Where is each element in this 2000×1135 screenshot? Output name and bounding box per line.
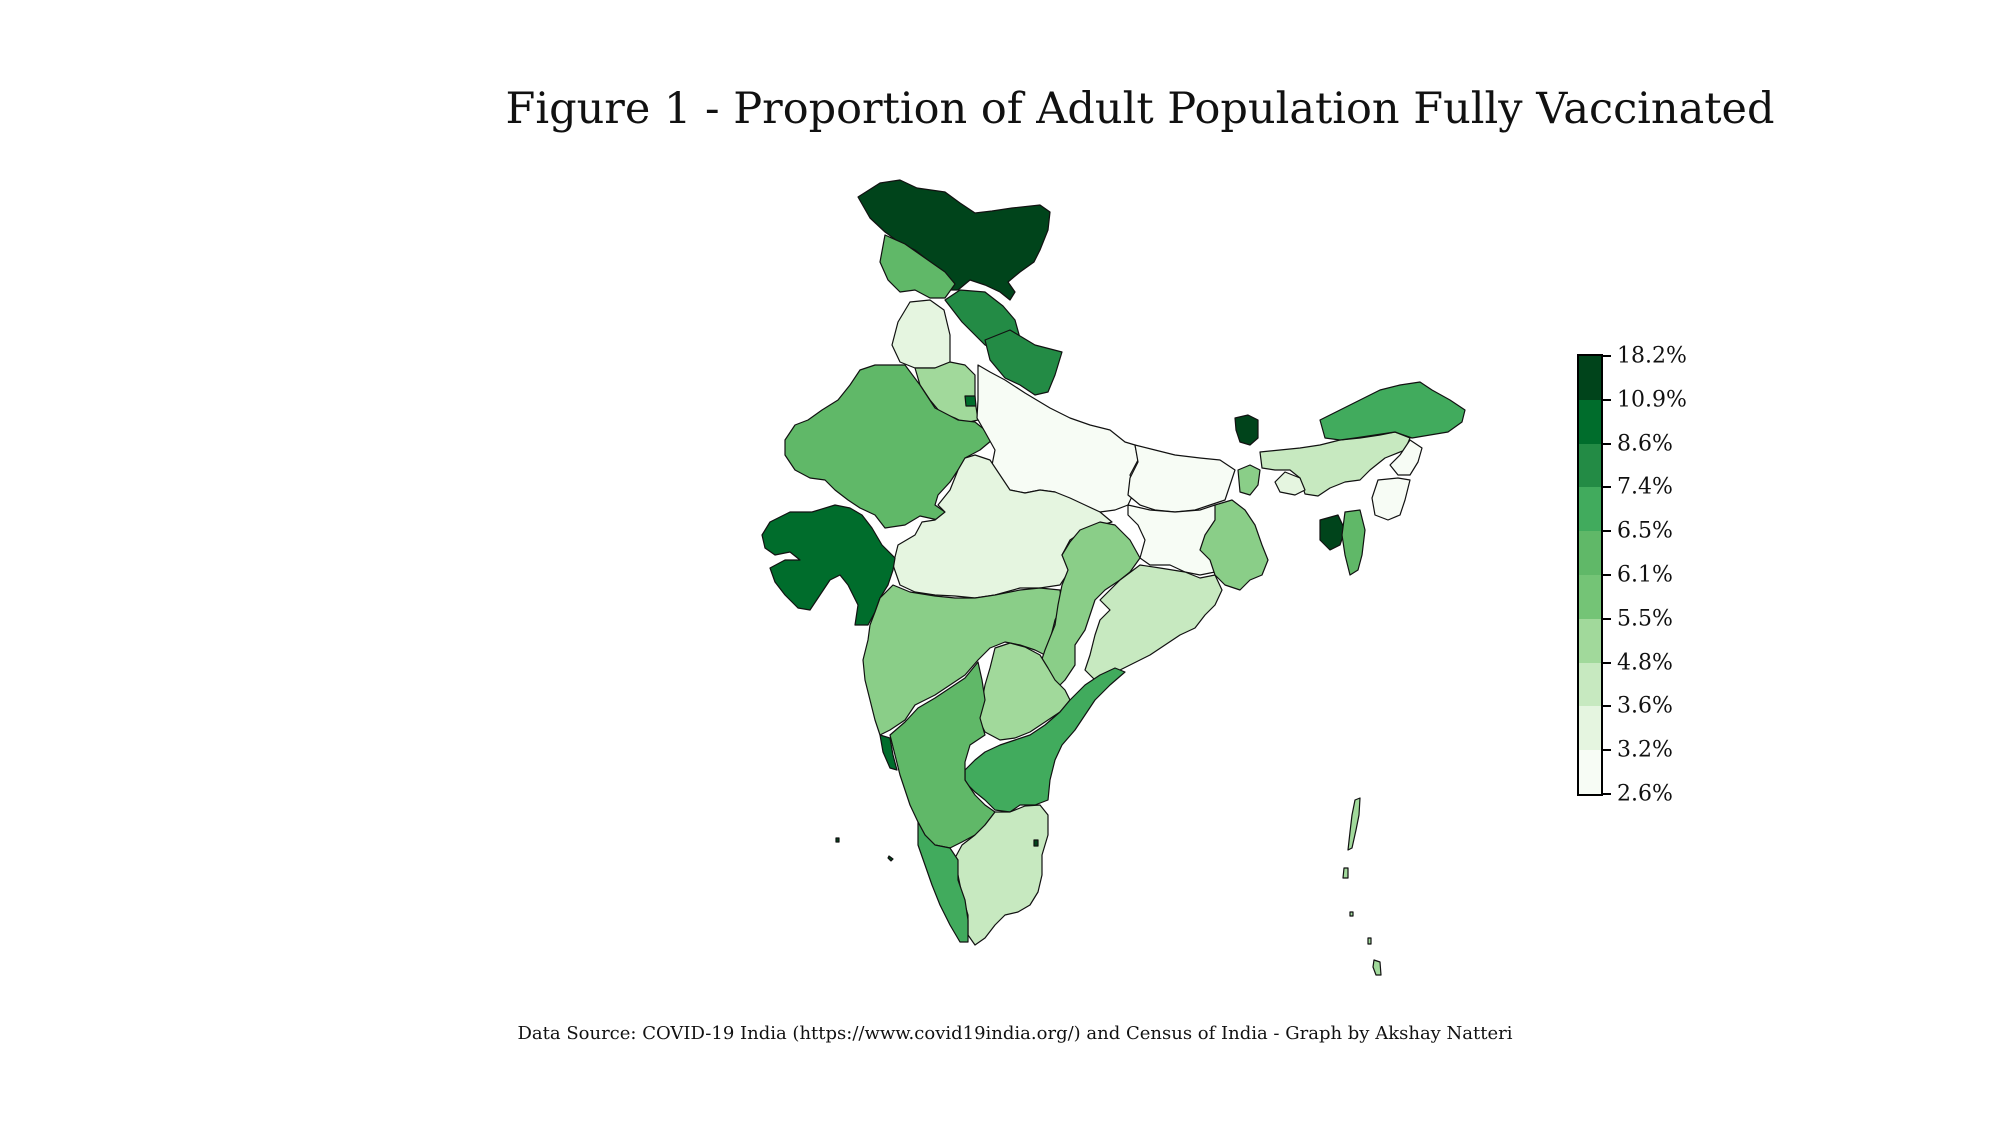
legend-tick (1603, 355, 1611, 357)
legend-tick (1603, 530, 1611, 533)
legend-color-step (1579, 662, 1601, 707)
region-lakshadweep-1 (835, 837, 840, 843)
region-lakshadweep-2 (887, 855, 894, 862)
legend-tick-label: 10.9% (1617, 387, 1687, 413)
region-punjab (891, 299, 951, 369)
legend-color-step (1579, 399, 1601, 444)
legend-color-step (1579, 750, 1601, 795)
region-madhya-pradesh (892, 454, 1113, 599)
region-goa (879, 734, 898, 771)
legend-tick-label: 7.4% (1617, 474, 1673, 500)
region-andaman-2 (1342, 867, 1349, 879)
legend-color-step (1579, 575, 1601, 619)
region-andaman-1 (1347, 797, 1361, 851)
region-uttarakhand-east (984, 329, 1063, 396)
legend-tick (1603, 793, 1611, 795)
region-kerala (917, 821, 969, 943)
region-bihar (1127, 444, 1236, 513)
region-meghalaya (1274, 471, 1306, 496)
legend-tick-label: 8.6% (1617, 431, 1673, 457)
region-mizoram (1341, 509, 1366, 576)
region-tripura (1319, 514, 1346, 551)
legend-tick-label: 2.6% (1617, 781, 1673, 807)
legend-tick (1603, 705, 1611, 708)
region-sikkim (1234, 414, 1259, 446)
legend-color-step (1579, 356, 1601, 400)
legend-tick-label: 6.1% (1617, 562, 1673, 588)
legend-tick (1603, 661, 1611, 664)
region-maharashtra (862, 584, 1063, 736)
legend-color-step (1579, 443, 1601, 488)
region-odisha (1084, 564, 1223, 681)
legend-tick (1603, 398, 1611, 401)
region-andhra-pradesh (964, 667, 1126, 813)
legend-tick (1603, 486, 1611, 489)
region-west-bengal (1199, 499, 1269, 591)
legend-tick (1603, 574, 1611, 576)
region-tamil-nadu (954, 804, 1049, 946)
legend-tick-label: 4.8% (1617, 650, 1673, 676)
legend-color-step (1579, 531, 1601, 576)
legend-tick (1603, 617, 1611, 620)
legend-color-step (1579, 487, 1601, 532)
data-source-credit: Data Source: COVID-19 India (https://www… (517, 1023, 1513, 1044)
legend-tick (1603, 749, 1611, 752)
region-gujarat (761, 504, 896, 626)
map-title: Figure 1 - Proportion of Adult Populatio… (505, 84, 1775, 134)
legend-color-step (1579, 618, 1601, 663)
region-nagaland (1389, 439, 1423, 476)
region-puducherry (1033, 839, 1039, 847)
legend-tick-label: 5.5% (1617, 606, 1673, 632)
region-west-bengal-north (1237, 464, 1261, 496)
region-manipur (1371, 477, 1411, 521)
region-chhattisgarh (1039, 521, 1141, 691)
legend-tick-label: 6.5% (1617, 518, 1673, 544)
region-himachal-pradesh (879, 234, 956, 299)
region-karnataka (889, 661, 996, 849)
legend-tick-label: 3.2% (1617, 737, 1673, 763)
legend-tick (1603, 442, 1611, 445)
legend-tick-label: 3.6% (1617, 693, 1673, 719)
legend-colorbar (1577, 354, 1603, 796)
region-assam (1259, 431, 1411, 497)
legend-tick-label: 18.2% (1617, 343, 1687, 369)
region-nicobar-2 (1367, 937, 1372, 945)
region-nicobar-1 (1349, 911, 1354, 917)
region-arunachal-pradesh (1319, 381, 1466, 441)
region-delhi (964, 395, 977, 407)
region-nicobar-3 (1372, 959, 1382, 976)
legend-color-step (1579, 706, 1601, 751)
